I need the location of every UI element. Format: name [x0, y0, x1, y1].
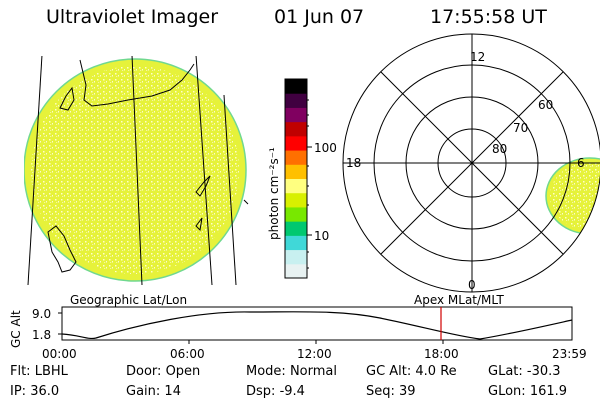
colorbar-ticks — [307, 99, 312, 269]
colorbar-segment — [285, 150, 307, 165]
earth-disk-view — [24, 56, 249, 286]
colorbar-segment — [285, 107, 307, 123]
time-tick-1800: 18:00 — [424, 347, 459, 361]
polar-plot — [342, 33, 600, 293]
glat-status: GLat: -30.3 — [488, 364, 561, 379]
instrument-title: Ultraviolet Imager — [46, 6, 219, 28]
lat-label-80: 80 — [492, 142, 507, 156]
time-tick-0600: 06:00 — [170, 347, 205, 361]
ip-status: IP: 36.0 — [10, 384, 60, 399]
longitude-line — [131, 56, 143, 286]
apex-panel-label: Apex MLat/MLT — [414, 293, 504, 307]
colorbar-tick-10: 10 — [314, 229, 329, 243]
mlt-label-18: 18 — [346, 156, 361, 170]
colorbar-segment — [285, 164, 307, 179]
gc-alt-status: GC Alt: 4.0 Re — [366, 364, 457, 379]
coastline — [243, 199, 249, 205]
mlt-label-12: 12 — [470, 50, 485, 64]
lat-label-60: 60 — [538, 98, 553, 112]
colorbar-segment — [285, 135, 307, 151]
coastline — [79, 59, 195, 107]
colorbar-segment — [285, 206, 307, 222]
altitude-strip — [58, 306, 573, 344]
colorbar-unit-label: photon cm⁻²s⁻¹ — [267, 147, 281, 240]
time-tick-1200: 12:00 — [297, 347, 332, 361]
coastline — [59, 86, 75, 111]
colorbar-segment — [285, 263, 307, 279]
coastline — [195, 175, 211, 197]
colorbar-segment — [285, 121, 307, 137]
altitude-ymax: 9.0 — [32, 307, 51, 321]
coastline — [47, 225, 77, 273]
coastline — [195, 217, 203, 232]
colorbar-tick-100: 100 — [314, 141, 337, 155]
filter-status: Flt: LBHL — [10, 364, 68, 379]
lat-label-70: 70 — [513, 121, 528, 135]
glon-status: GLon: 161.9 — [488, 384, 568, 399]
altitude-curve — [61, 311, 573, 340]
time-tick-0000: 00:00 — [42, 347, 77, 361]
geographic-panel-label: Geographic Lat/Lon — [70, 293, 187, 307]
door-status: Door: Open — [126, 364, 201, 379]
colorbar-segment — [285, 178, 307, 194]
colorbar-segment — [285, 221, 307, 236]
longitude-line — [195, 56, 213, 286]
colorbar-segment — [285, 192, 307, 208]
dsp-status: Dsp: -9.4 — [246, 384, 305, 399]
time-tick-2359: 23:59 — [552, 347, 587, 361]
colorbar-segment — [285, 93, 307, 108]
longitude-line — [223, 94, 237, 286]
colorbar-segment — [285, 79, 307, 94]
colorbar — [285, 79, 307, 279]
seq-status: Seq: 39 — [366, 384, 416, 399]
longitude-line — [27, 56, 43, 286]
mode-status: Mode: Normal — [246, 364, 337, 379]
observation-time: 17:55:58 UT — [430, 6, 547, 28]
mlt-label-6: 6 — [577, 156, 585, 170]
gain-status: Gain: 14 — [126, 384, 181, 399]
colorbar-segment — [285, 249, 307, 265]
mlt-line-diag — [380, 71, 564, 255]
observation-date: 01 Jun 07 — [274, 6, 365, 28]
colorbar-segment — [285, 235, 307, 251]
mlt-label-0: 0 — [468, 278, 476, 292]
altitude-ymin: 1.8 — [32, 328, 51, 342]
altitude-axis-label: GC Alt — [9, 310, 23, 348]
